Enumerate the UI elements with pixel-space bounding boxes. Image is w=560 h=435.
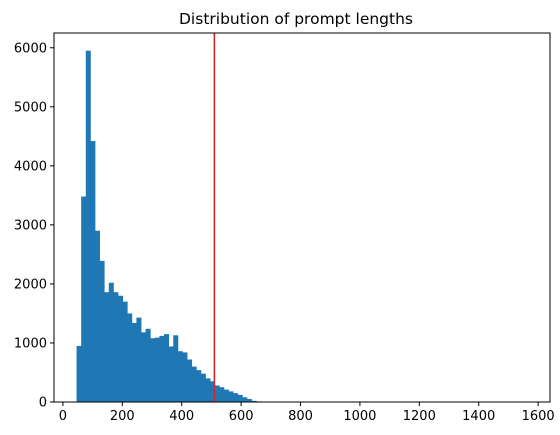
x-tick-label: 600 xyxy=(229,409,254,424)
histogram-bar xyxy=(251,400,257,402)
histogram-bar xyxy=(127,313,133,402)
histogram-bar xyxy=(81,196,87,402)
y-axis-ticks: 0 1000 2000 3000 4000 5000 6000 xyxy=(14,41,54,411)
x-tick-label: 1000 xyxy=(343,409,376,424)
histogram-bar xyxy=(76,345,82,402)
histogram-bar xyxy=(233,393,239,402)
histogram-bar xyxy=(246,399,252,402)
plot-area-frame xyxy=(53,32,551,403)
histogram-bar xyxy=(145,328,151,402)
histogram-bar xyxy=(131,322,137,402)
histogram-bar xyxy=(113,292,119,402)
y-tick-label: 5000 xyxy=(14,100,47,115)
histogram-bar xyxy=(159,335,165,402)
histogram-bar xyxy=(122,301,128,402)
histogram-bar xyxy=(164,334,170,402)
histogram-bar xyxy=(214,385,220,402)
histogram-bar xyxy=(196,370,202,402)
chart-title: Distribution of prompt lengths xyxy=(179,10,413,28)
x-tick-label: 200 xyxy=(110,409,135,424)
histogram-bar xyxy=(99,260,105,402)
histogram-bar xyxy=(136,317,142,402)
histogram-bar xyxy=(200,373,206,402)
x-tick-label: 800 xyxy=(288,409,313,424)
x-axis-ticks: 0 200 400 600 800 1000 1200 1400 1600 xyxy=(59,402,555,424)
histogram-bar xyxy=(173,335,179,402)
histogram-bar xyxy=(210,381,216,402)
y-tick-label: 3000 xyxy=(14,218,47,233)
y-tick-label: 2000 xyxy=(14,277,47,292)
histogram-bar xyxy=(187,359,193,402)
histogram-bar xyxy=(141,332,147,402)
x-tick-label: 400 xyxy=(169,409,194,424)
histogram-bar xyxy=(150,338,156,402)
histogram-bar xyxy=(191,366,197,402)
x-tick-label: 1600 xyxy=(522,409,555,424)
x-tick-label: 1200 xyxy=(403,409,436,424)
histogram-bar xyxy=(154,337,160,402)
histogram-bars xyxy=(76,50,262,402)
y-tick-label: 0 xyxy=(39,396,47,411)
histogram-bar xyxy=(237,394,243,402)
histogram-bar xyxy=(223,389,229,402)
histogram-bar xyxy=(182,352,188,402)
y-tick-label: 4000 xyxy=(14,159,47,174)
histogram-bar xyxy=(205,378,211,402)
histogram-bar xyxy=(118,295,124,402)
histogram-bar xyxy=(168,346,174,402)
histogram-bar xyxy=(104,292,110,402)
histogram-bar xyxy=(242,397,248,402)
histogram-bar xyxy=(85,50,91,402)
x-tick-label: 0 xyxy=(59,409,67,424)
x-tick-label: 1400 xyxy=(462,409,495,424)
histogram-bar xyxy=(177,351,183,402)
histogram-bar xyxy=(219,387,225,402)
y-tick-label: 1000 xyxy=(14,336,47,351)
histogram-bar xyxy=(228,391,234,402)
histogram-bar xyxy=(108,282,114,402)
histogram-bar xyxy=(94,230,100,402)
y-tick-label: 6000 xyxy=(14,41,47,56)
histogram-bar xyxy=(90,141,96,402)
